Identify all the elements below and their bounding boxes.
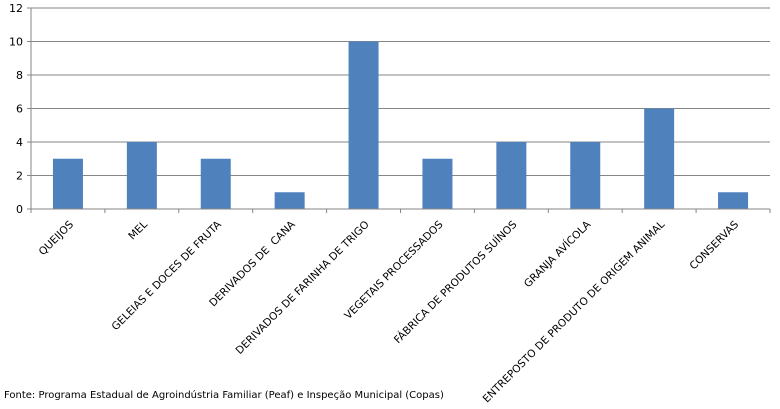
x-tick-label: DERIVADOS DE FARINHA DE TRIGO: [233, 219, 371, 357]
bar: [274, 192, 305, 209]
source-note: Fonte: Programa Estadual de Agroindústri…: [4, 390, 444, 401]
y-tick-label: 2: [16, 170, 23, 183]
x-tick-label: ENTREPOSTO DE PRODUTO DE ORIGEM ANIMAL: [481, 219, 668, 406]
x-tick-label: MEL: [126, 219, 150, 243]
bar: [570, 142, 601, 209]
bar: [348, 41, 379, 209]
bar: [126, 142, 157, 209]
bar: [52, 158, 83, 209]
x-tick-label: DERIVADOS DE CANA: [207, 218, 298, 309]
x-tick-label: CONSERVAS: [688, 218, 742, 272]
x-tick-label: GRANJA AVÍCOLA: [521, 217, 594, 290]
bar: [718, 192, 749, 209]
y-tick-label: 10: [9, 36, 23, 49]
y-axis-ticks: 0 2 4 6 8 10 12: [9, 2, 23, 216]
y-tick-label: 8: [16, 69, 23, 82]
y-tick-label: 0: [16, 203, 23, 216]
bar: [422, 158, 453, 209]
y-tick-label: 6: [16, 103, 23, 116]
bar: [496, 142, 527, 209]
y-tick-label: 12: [9, 2, 23, 15]
x-tick-label: FÁBRICA DE PRODUTOS SUÍNOS: [391, 218, 519, 346]
x-tick-label: QUEIJOS: [37, 218, 77, 258]
bar: [200, 158, 231, 209]
bar: [644, 108, 675, 209]
bars: [52, 41, 749, 209]
axes: [30, 8, 771, 213]
y-tick-label: 4: [16, 136, 23, 149]
